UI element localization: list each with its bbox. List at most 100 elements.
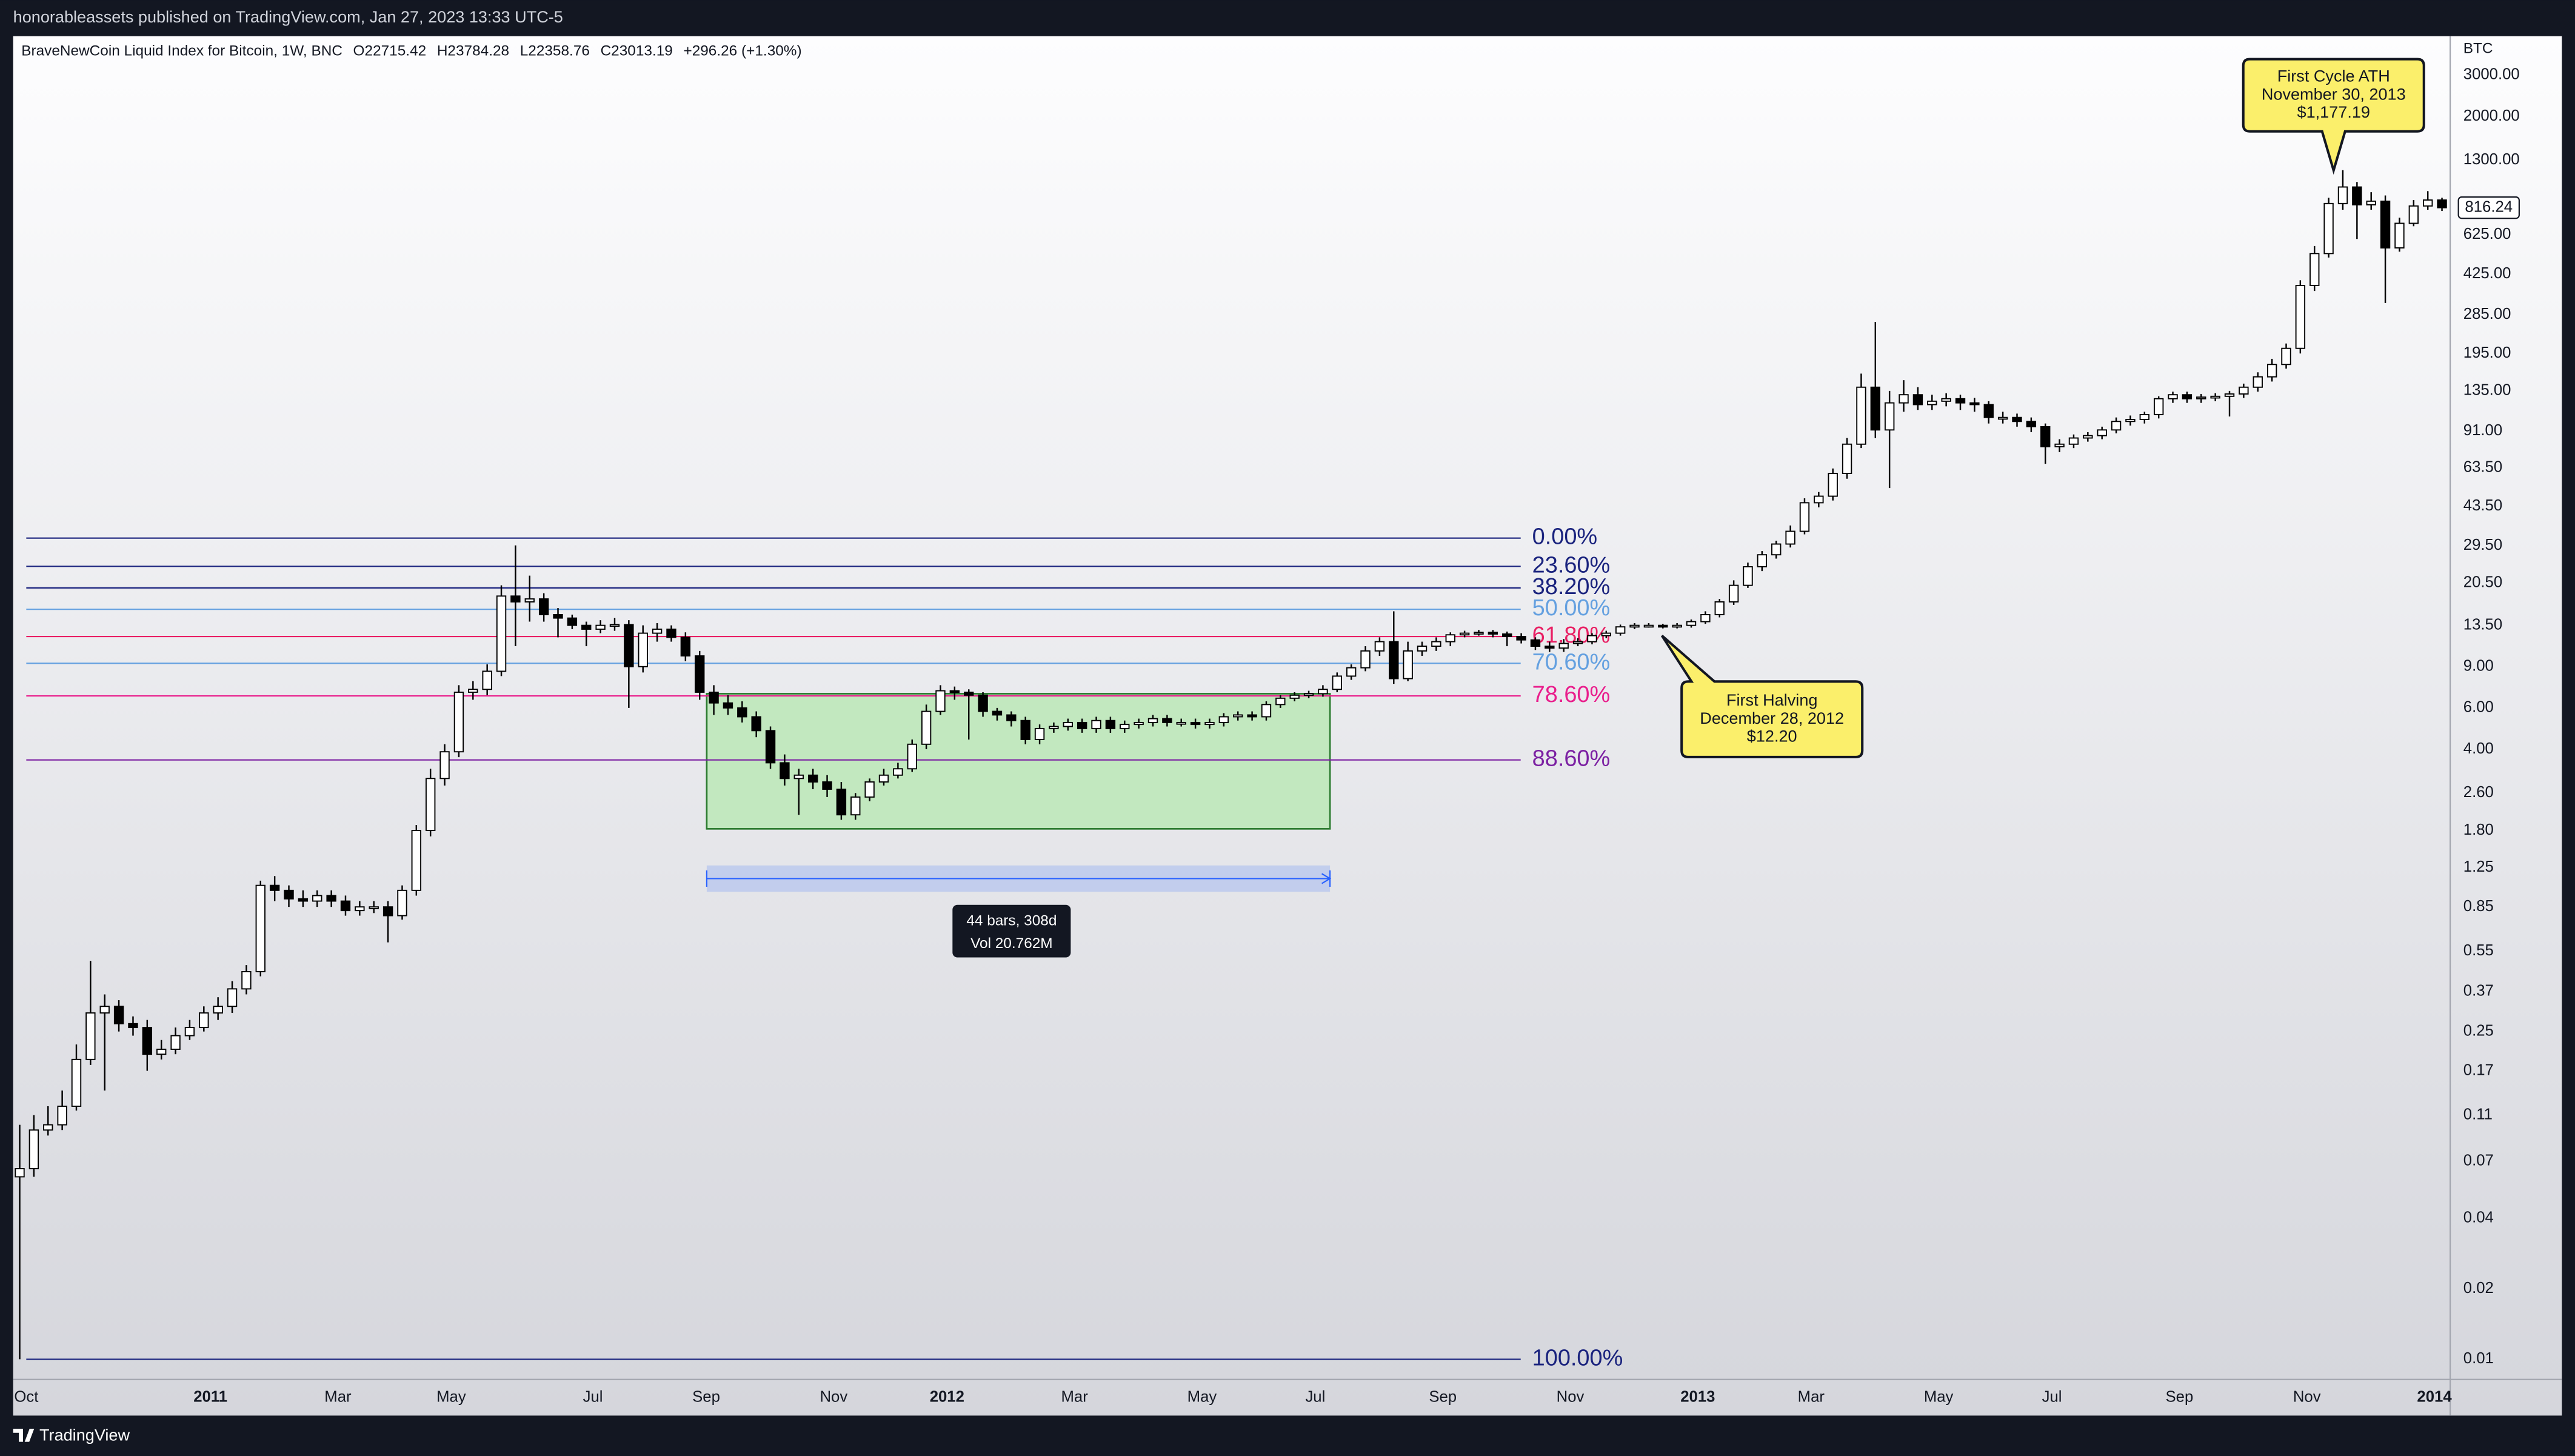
candle-body [15,1168,25,1178]
y-tick-label: 20.50 [2463,573,2502,590]
callout-price: $1,177.19 [2297,102,2370,121]
candle-body [241,971,252,990]
candle-body [71,1058,82,1107]
candle-body [1799,502,1810,532]
candle-body [1389,641,1399,680]
y-tick-label: 425.00 [2463,265,2511,282]
candle-body [1147,718,1158,723]
y-tick-label: 0.01 [2463,1350,2494,1367]
candle-body [964,692,974,696]
y-tick-label: 43.50 [2463,497,2502,514]
candle-body [850,796,861,816]
brand: TradingView [39,1425,130,1444]
candle-body [113,1006,124,1024]
candle-body [1176,721,1186,725]
y-tick-label: 0.55 [2463,942,2494,959]
candle-body [1374,641,1385,652]
x-tick-label: 2012 [930,1388,964,1405]
candle-body [1743,566,1753,586]
candle-body [2266,364,2277,378]
candle-body [1020,720,1030,740]
legend-title: BraveNewCoin Liquid Index for Bitcoin, 1… [21,43,342,59]
y-tick-label: 1.25 [2463,858,2494,875]
candle-body [1091,720,1101,729]
callout-title: First Halving [1726,690,1817,709]
candle-body [2210,395,2220,399]
fib-label: 50.00% [1532,595,1611,621]
x-tick-label: Jul [2042,1388,2062,1405]
candle-body [1162,718,1172,723]
candle-body [709,692,719,704]
candle-body [255,884,266,972]
y-tick-label: 2000.00 [2463,107,2520,124]
candle-body [1488,632,1498,635]
candle-body [864,781,875,798]
candle-body [468,689,478,693]
candle-body [2026,421,2037,427]
candle-body [638,632,648,667]
candle-body [765,730,776,764]
candle-body [355,906,365,912]
candle-body [2196,396,2206,399]
measure-tooltip [952,904,1071,958]
candle-body [1417,646,1428,652]
callout-title: First Cycle ATH [2277,67,2390,85]
candle-body [482,670,492,690]
candle-body [836,789,847,816]
candle-body [1459,632,1470,636]
candle-body [1955,398,1966,404]
candle-body [426,778,436,832]
measure-text: 44 bars, 308d [966,912,1057,929]
candle-body [1530,639,1541,647]
y-tick-label: 0.25 [2463,1022,2494,1039]
candle-body [2366,200,2376,205]
candle-body [2168,394,2178,399]
fib-label: 0.00% [1532,524,1597,550]
candle-body [312,895,322,902]
candle-body [2437,199,2447,209]
candle-body [1261,704,1272,718]
candle-body [1303,693,1314,696]
y-tick-label: 0.07 [2463,1152,2494,1169]
candle-body [1049,726,1059,729]
callout [1660,635,1864,758]
x-tick-label: Nov [2293,1388,2321,1405]
y-tick-label: 9.00 [2463,658,2494,675]
candle-body [1346,667,1357,677]
candle-body [1814,495,1824,504]
candle-body [1941,398,1951,402]
candle-body [1120,724,1130,729]
candle-body [411,830,422,891]
candle-body [326,895,336,902]
candle-body [1927,400,1937,406]
candle-body [397,889,407,917]
candle-body [1431,641,1441,647]
x-tick-label: Jul [583,1388,603,1405]
range-box [706,693,1331,830]
candle-body [524,598,535,603]
y-tick-label: 13.50 [2463,616,2502,633]
candle-body [1771,543,1782,556]
candle-body [1899,394,1909,404]
candle-body [170,1035,181,1050]
price-axis-unit: BTC [2463,41,2493,57]
candle-body [1332,675,1342,690]
publisher-note: honorableassets published on TradingView… [13,7,563,26]
candle-body [695,655,705,693]
candle-body [184,1027,195,1037]
candle-body [2083,435,2093,439]
candle-body [1714,601,1725,615]
candle-body [369,906,379,909]
candle-body [921,710,932,745]
legend: BraveNewCoin Liquid Index for Bitcoin, 1… [21,43,801,59]
x-tick-label: May [1187,1388,1217,1405]
candle-body [737,707,747,718]
candle-body [1034,727,1045,740]
candle-body [1615,626,1626,634]
candle-body [907,743,917,770]
x-tick-label: Sep [692,1388,720,1405]
x-tick-label: May [1924,1388,1954,1405]
candle-body [1629,624,1640,628]
callout-price: $12.20 [1747,727,1797,746]
